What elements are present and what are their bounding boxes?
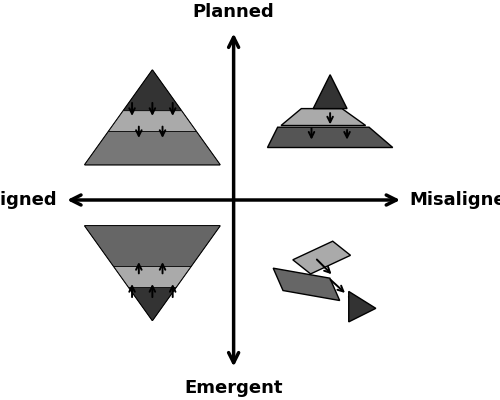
Polygon shape: [84, 226, 220, 266]
Polygon shape: [84, 70, 220, 165]
Polygon shape: [84, 226, 220, 320]
Text: Aligned: Aligned: [0, 191, 58, 209]
Polygon shape: [313, 75, 347, 108]
Text: Emergent: Emergent: [184, 380, 283, 398]
Polygon shape: [124, 70, 182, 111]
Polygon shape: [348, 292, 376, 322]
Polygon shape: [273, 268, 340, 300]
Polygon shape: [84, 132, 220, 165]
Polygon shape: [268, 127, 393, 148]
Polygon shape: [293, 241, 350, 274]
Polygon shape: [281, 108, 365, 126]
Polygon shape: [128, 287, 176, 320]
Text: Misaligned: Misaligned: [410, 191, 500, 209]
Polygon shape: [114, 266, 191, 287]
Polygon shape: [108, 111, 196, 132]
Text: Planned: Planned: [192, 2, 274, 20]
